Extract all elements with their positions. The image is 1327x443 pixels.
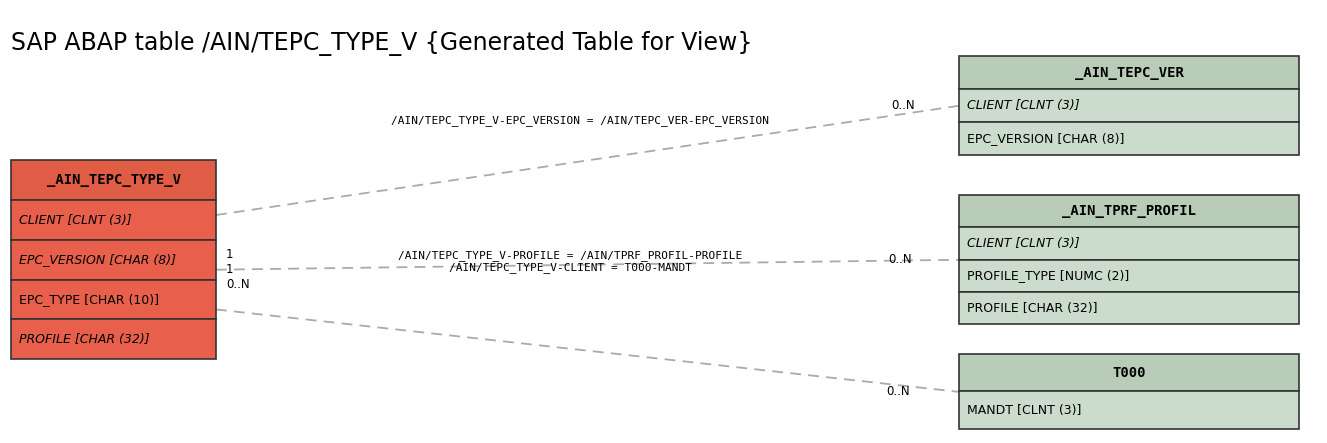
Text: EPC_TYPE [CHAR (10)]: EPC_TYPE [CHAR (10)] — [20, 293, 159, 306]
FancyBboxPatch shape — [959, 260, 1299, 292]
Text: EPC_VERSION [CHAR (8)]: EPC_VERSION [CHAR (8)] — [20, 253, 176, 266]
Text: /AIN/TEPC_TYPE_V-PROFILE = /AIN/TPRF_PROFIL-PROFILE
/AIN/TEPC_TYPE_V-CLIENT = T0: /AIN/TEPC_TYPE_V-PROFILE = /AIN/TPRF_PRO… — [398, 250, 742, 273]
Text: _AIN_TEPC_TYPE_V: _AIN_TEPC_TYPE_V — [46, 173, 180, 187]
FancyBboxPatch shape — [959, 227, 1299, 260]
Text: SAP ABAP table /AIN/TEPC_TYPE_V {Generated Table for View}: SAP ABAP table /AIN/TEPC_TYPE_V {Generat… — [12, 31, 752, 56]
Text: T000: T000 — [1112, 366, 1145, 380]
FancyBboxPatch shape — [959, 392, 1299, 429]
Text: CLIENT [CLNT (3)]: CLIENT [CLNT (3)] — [967, 99, 1080, 112]
Text: CLIENT [CLNT (3)]: CLIENT [CLNT (3)] — [20, 214, 131, 226]
Text: _AIN_TPRF_PROFIL: _AIN_TPRF_PROFIL — [1062, 204, 1196, 218]
Text: CLIENT [CLNT (3)]: CLIENT [CLNT (3)] — [967, 237, 1080, 250]
FancyBboxPatch shape — [12, 200, 216, 240]
Text: 0..N: 0..N — [888, 253, 912, 266]
FancyBboxPatch shape — [959, 292, 1299, 324]
Text: 0..N: 0..N — [226, 278, 249, 291]
Text: _AIN_TEPC_VER: _AIN_TEPC_VER — [1075, 66, 1184, 80]
FancyBboxPatch shape — [959, 122, 1299, 155]
FancyBboxPatch shape — [959, 195, 1299, 227]
FancyBboxPatch shape — [959, 89, 1299, 122]
Text: 1: 1 — [226, 248, 234, 261]
Text: MANDT [CLNT (3)]: MANDT [CLNT (3)] — [967, 404, 1082, 416]
Text: /AIN/TEPC_TYPE_V-EPC_VERSION = /AIN/TEPC_VER-EPC_VERSION: /AIN/TEPC_TYPE_V-EPC_VERSION = /AIN/TEPC… — [391, 115, 770, 126]
Text: PROFILE [CHAR (32)]: PROFILE [CHAR (32)] — [20, 333, 150, 346]
FancyBboxPatch shape — [959, 56, 1299, 89]
FancyBboxPatch shape — [12, 319, 216, 359]
FancyBboxPatch shape — [12, 160, 216, 200]
Text: 1: 1 — [226, 263, 234, 276]
Text: 0..N: 0..N — [890, 99, 914, 112]
Text: EPC_VERSION [CHAR (8)]: EPC_VERSION [CHAR (8)] — [967, 132, 1125, 145]
Text: PROFILE [CHAR (32)]: PROFILE [CHAR (32)] — [967, 302, 1097, 315]
FancyBboxPatch shape — [959, 354, 1299, 392]
Text: PROFILE_TYPE [NUMC (2)]: PROFILE_TYPE [NUMC (2)] — [967, 269, 1129, 282]
FancyBboxPatch shape — [12, 280, 216, 319]
FancyBboxPatch shape — [12, 240, 216, 280]
Text: 0..N: 0..N — [886, 385, 909, 398]
